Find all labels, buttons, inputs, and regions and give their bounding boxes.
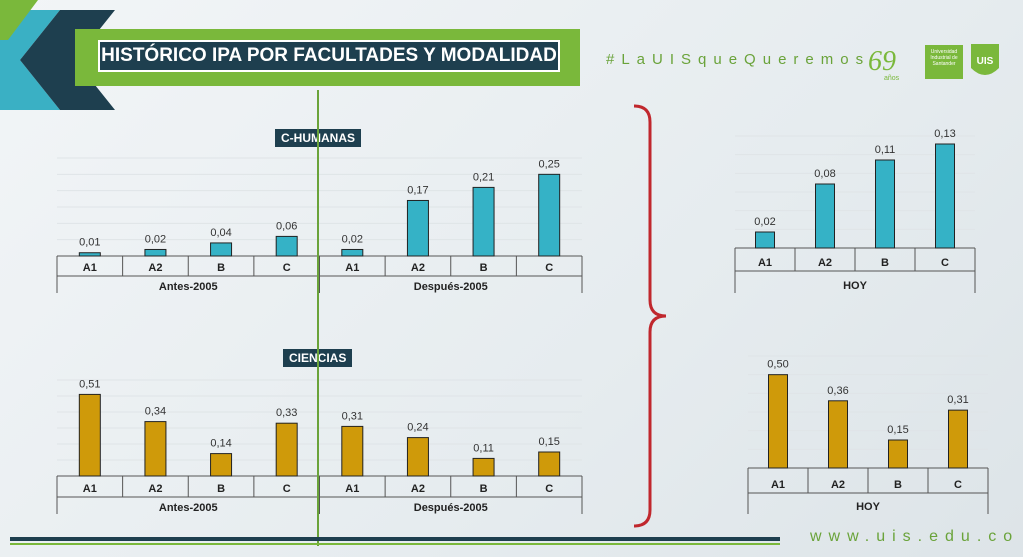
page-title: HISTÓRICO IPA POR FACULTADES Y MODALIDAD: [98, 40, 560, 72]
category-label: A2: [411, 262, 425, 274]
logo-years: 69: [868, 46, 896, 77]
data-label: 0,15: [887, 424, 908, 436]
data-label: 0,17: [407, 184, 428, 196]
category-label: A2: [148, 483, 162, 495]
group-label: Después-2005: [414, 281, 488, 293]
bar: [948, 409, 968, 469]
footer-url: www.uis.edu.co: [810, 528, 1020, 545]
footer-stripe-accent: [10, 543, 780, 545]
data-label: 0,11: [473, 442, 494, 454]
category-label: B: [881, 257, 889, 269]
data-label: 0,02: [145, 233, 166, 245]
hashtag-text: #LaUISqueQueremos: [606, 51, 871, 68]
group-label: Antes-2005: [159, 502, 218, 514]
uis-seal-logo: UIS: [971, 44, 999, 75]
bar: [472, 457, 495, 477]
category-label: C: [283, 483, 291, 495]
category-label: A1: [771, 479, 785, 491]
bar: [472, 186, 495, 257]
category-label: C: [283, 262, 291, 274]
data-label: 0,01: [79, 237, 100, 249]
footer-stripe: [10, 537, 780, 541]
category-label: A2: [818, 257, 832, 269]
bar: [538, 451, 561, 477]
category-label: C: [954, 479, 962, 491]
category-label: A2: [148, 262, 162, 274]
data-label: 0,06: [276, 220, 297, 232]
data-label: 0,21: [473, 171, 494, 183]
bar: [210, 453, 233, 477]
bar: [341, 425, 364, 477]
category-label: A1: [758, 257, 772, 269]
data-label: 0,04: [210, 227, 231, 239]
bar: [341, 248, 364, 257]
data-label: 0,33: [276, 407, 297, 419]
category-label: C: [941, 257, 949, 269]
bar: [406, 437, 429, 477]
group-label: HOY: [843, 280, 868, 292]
chart-2: 0,02 A1 0,08 A2 0,11 B 0,13 C HOY: [734, 128, 976, 293]
category-label: B: [217, 262, 225, 274]
category-label: C: [545, 483, 553, 495]
category-label: A1: [83, 262, 97, 274]
university-logo: Universidad Industrial de Santander: [925, 45, 963, 79]
data-label: 0,51: [79, 378, 100, 390]
group-label: HOY: [856, 501, 881, 513]
data-label: 0,14: [210, 438, 231, 450]
bar: [828, 400, 848, 469]
data-label: 0,50: [767, 359, 788, 371]
category-label: B: [480, 483, 488, 495]
bar: [78, 252, 101, 257]
data-label: 0,24: [407, 422, 428, 434]
category-label: A1: [345, 483, 359, 495]
data-label: 0,31: [947, 394, 968, 406]
category-label: B: [480, 262, 488, 274]
chart-1: 0,51 A1 0,34 A2 0,14 B 0,33 C Antes-2005 0,31 A1 0,…: [56, 378, 583, 514]
category-label: A2: [411, 483, 425, 495]
category-label: C: [545, 262, 553, 274]
chart-0: 0,01 A1 0,02 A2 0,04 B 0,06 C Antes-2005 0,02 A1 0,…: [56, 157, 583, 293]
bar: [768, 374, 788, 469]
data-label: 0,02: [342, 233, 363, 245]
bar: [78, 393, 101, 477]
bar: [815, 183, 835, 249]
bar: [144, 248, 167, 257]
data-label: 0,02: [754, 216, 775, 228]
seal-text: UIS: [977, 56, 994, 67]
period-divider-line: [317, 90, 319, 546]
anniversary-logo: 69 años: [868, 46, 900, 82]
bar: [210, 242, 233, 257]
right-brace-decoration: [633, 104, 667, 528]
bar: [275, 422, 298, 477]
group-label: Antes-2005: [159, 281, 218, 293]
bar: [888, 439, 908, 469]
category-label: A2: [831, 479, 845, 491]
bar: [275, 235, 298, 257]
logo-years-sub: años: [884, 75, 900, 82]
bar: [538, 173, 561, 257]
bar: [755, 231, 775, 249]
data-label: 0,08: [814, 168, 835, 180]
bar: [935, 143, 955, 249]
data-label: 0,25: [538, 158, 559, 170]
data-label: 0,36: [827, 385, 848, 397]
bar: [144, 421, 167, 477]
group-label: Después-2005: [414, 502, 488, 514]
bar: [875, 159, 895, 249]
data-label: 0,31: [342, 410, 363, 422]
data-label: 0,34: [145, 406, 166, 418]
data-label: 0,13: [934, 128, 955, 140]
chart-3: 0,50 A1 0,36 A2 0,15 B 0,31 C HOY: [747, 355, 989, 514]
category-label: A1: [345, 262, 359, 274]
data-label: 0,15: [538, 436, 559, 448]
data-label: 0,11: [875, 144, 896, 156]
category-label: B: [894, 479, 902, 491]
category-label: A1: [83, 483, 97, 495]
category-label: B: [217, 483, 225, 495]
bar: [406, 199, 429, 257]
